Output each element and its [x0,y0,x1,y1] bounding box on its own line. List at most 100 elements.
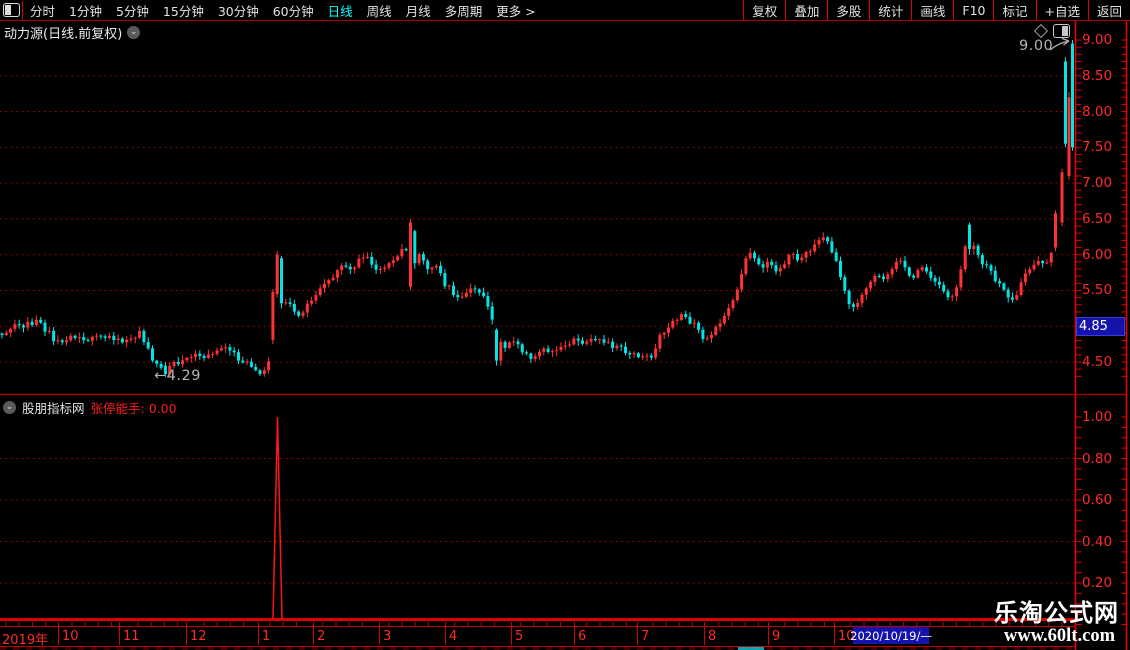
tab-5分钟[interactable]: 5分钟 [115,3,149,19]
candle [950,296,954,298]
candle [168,365,172,375]
time-axis-label: 10 [62,629,79,644]
candle [310,300,314,304]
candle [589,338,593,342]
tab-更多 >[interactable]: 更多 > [496,3,536,19]
indicator-axis-label: 0.40 [1082,533,1113,550]
candle [434,265,438,268]
chevron-down-icon[interactable]: ⌄ [127,26,141,39]
tab-月线[interactable]: 月线 [405,3,431,19]
candle [275,254,279,295]
candle [206,354,210,359]
candle [421,254,425,261]
indicator-axis-label: 0.20 [1082,575,1113,591]
candle [176,361,180,365]
toolbar-button-返回[interactable]: 返回 [1087,0,1130,20]
candle [538,351,541,357]
candle [426,260,430,270]
candle [189,356,193,358]
candle [619,345,623,347]
candle [56,340,60,342]
candle [942,284,946,292]
tab-分时[interactable]: 分时 [30,3,56,19]
candle [1060,172,1064,223]
candle [821,237,825,241]
panel-layout-icon[interactable] [1053,24,1070,38]
tab-60分钟[interactable]: 60分钟 [272,3,314,19]
candle [1067,97,1071,176]
diamond-icon[interactable] [1033,23,1049,39]
tab-1分钟[interactable]: 1分钟 [69,3,102,19]
candle [318,288,322,296]
candle [69,335,73,341]
candle [185,357,189,361]
candle [813,244,817,252]
candle [774,265,778,272]
toolbar-button-复权[interactable]: 复权 [743,0,785,20]
price-axis-label: 8.00 [1082,103,1113,120]
tab-15分钟[interactable]: 15分钟 [162,3,204,19]
chevron-down-icon[interactable]: ⌄ [3,401,16,414]
candle [215,350,219,354]
candle [280,258,283,304]
candle [907,267,911,276]
candle [503,341,507,348]
candle [968,224,971,249]
toolbar-right: 复权 叠加 多股 统计 画线 F10 标记 +自选 返回 [743,0,1130,20]
tab-日线[interactable]: 日线 [327,3,353,19]
candle [65,340,68,343]
candle [701,329,705,340]
candle [120,338,124,343]
candle [765,261,769,268]
candle [116,338,120,341]
candle [30,321,34,326]
candle [348,266,352,270]
candle [684,314,688,317]
candle [512,341,516,343]
candle [671,320,675,328]
candle [26,321,30,328]
candle [641,356,645,358]
toolbar-button-画线[interactable]: 画线 [911,0,953,20]
candle [727,307,731,316]
indicator-axis-label: 1.00 [1082,409,1113,425]
toolbar-button-统计[interactable]: 统计 [869,0,911,20]
candle [366,256,369,258]
tab-30分钟[interactable]: 30分钟 [217,3,259,19]
candle [82,337,86,341]
toolbar-button-叠加[interactable]: 叠加 [785,0,827,20]
price-axis-label: 9.00 [1082,32,1113,48]
candle [52,330,56,342]
candle [1002,283,1006,290]
candle [447,285,451,287]
time-axis-label: 6 [578,629,587,644]
tab-多周期[interactable]: 多周期 [444,3,483,19]
candle [826,237,830,242]
candle [374,264,378,270]
candle [593,338,597,341]
chart-title[interactable]: 动力源(日线.前复权) ⌄ [4,23,141,42]
candle [232,350,236,353]
candle [550,351,554,353]
tab-周线[interactable]: 周线 [366,3,392,19]
toolbar-button-F10[interactable]: F10 [953,0,993,20]
candle [172,361,176,366]
toolbar-button-+自选[interactable]: +自选 [1035,0,1088,20]
candle [576,338,580,341]
top-menu-bar: 分时 1分钟 5分钟 15分钟 30分钟 60分钟 日线 周线 月线 多周期 更多 > 复权 叠加 多股… [0,0,1130,21]
time-axis-label: 3 [383,629,392,644]
window-split-icon[interactable] [0,0,23,20]
candle [972,245,976,249]
price-axis-label: 6.50 [1082,210,1113,227]
candle [778,267,782,272]
candle [357,258,361,268]
candle [753,252,756,259]
toolbar-button-多股[interactable]: 多股 [827,0,869,20]
toolbar-button-标记[interactable]: 标记 [993,0,1035,20]
candle [675,319,679,321]
candle [654,348,658,358]
candle [985,264,989,266]
time-axis-label: 2 [317,629,326,644]
